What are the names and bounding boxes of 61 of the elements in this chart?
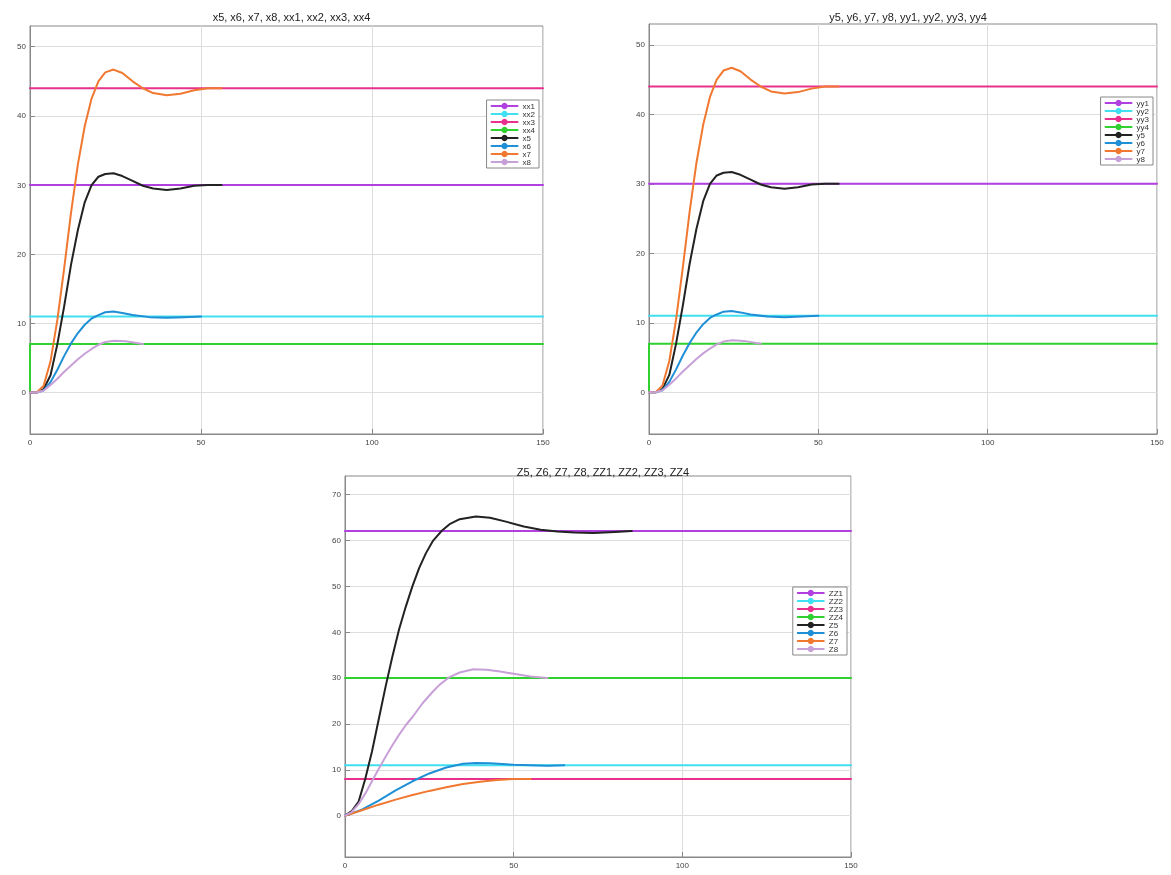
legend-label: x7 [522, 149, 532, 159]
line-series [344, 668, 549, 817]
legend-label: y7 [1136, 146, 1146, 156]
x-tick-label: 150 [1150, 437, 1165, 447]
y-tick-label: 0 [336, 811, 342, 821]
x-tick-label: 50 [196, 437, 206, 447]
chart-title: x5, x6, x7, x8, xx1, xx2, xx3, xx4 [212, 10, 371, 23]
y-tick-label: 50 [636, 40, 646, 50]
y-tick-label: 10 [332, 765, 342, 775]
legend-label: Z6 [828, 628, 839, 638]
legend-label: x8 [522, 157, 532, 167]
legend-label: yy4 [1136, 122, 1150, 132]
legend-label: Z7 [828, 636, 839, 646]
legend-label: y5 [1136, 130, 1146, 140]
y-tick-label: 40 [332, 627, 342, 637]
x-tick-label: 100 [980, 437, 995, 447]
legend-label: Z8 [828, 644, 839, 654]
x-tick-label: 100 [675, 860, 690, 870]
legend-label: ZZ3 [828, 604, 844, 614]
y-tick-label: 20 [636, 248, 646, 258]
x-tick-label: 150 [844, 860, 859, 870]
legend-label: xx2 [522, 109, 536, 119]
y-tick-label: 30 [636, 179, 646, 189]
legend-label: x5 [522, 133, 532, 143]
y-tick-label: 40 [636, 109, 646, 119]
y-tick-label: 10 [17, 318, 27, 328]
legend-label: y6 [1136, 138, 1146, 148]
y-tick-label: 70 [332, 489, 342, 499]
x-tick-label: 100 [365, 437, 380, 447]
y-tick-label: 50 [17, 42, 27, 52]
y-tick-label: 60 [332, 535, 342, 545]
y-tick-label: 20 [17, 249, 27, 259]
legend-label: xx1 [522, 101, 536, 111]
y-tick-label: 30 [332, 673, 342, 683]
line-series [648, 339, 762, 394]
chart-title: Z5, Z6, Z7, Z8, ZZ1, ZZ2, ZZ3, ZZ4 [516, 465, 690, 478]
y-tick-label: 10 [636, 318, 646, 328]
chart-title: y5, y6, y7, y8, yy1, yy2, yy3, yy4 [829, 10, 987, 23]
legend-label: Z5 [828, 620, 839, 630]
x-tick-label: 50 [813, 437, 824, 447]
legend-label: ZZ1 [828, 588, 844, 598]
legend-label: ZZ2 [828, 596, 844, 606]
y-tick-label: 0 [640, 387, 646, 397]
y-tick-label: 50 [332, 581, 342, 591]
legend-label: x6 [522, 141, 532, 151]
line-series [344, 777, 532, 817]
line-series [29, 339, 144, 394]
line-series [344, 515, 633, 817]
y-tick-label: 30 [17, 180, 27, 190]
x-tick-label: 50 [509, 860, 519, 870]
legend-label: yy1 [1136, 98, 1150, 108]
legend-label: xx4 [522, 125, 536, 135]
legend-label: yy2 [1136, 106, 1150, 116]
x-tick-label: 150 [536, 437, 551, 447]
legend-label: ZZ4 [828, 612, 844, 622]
legend-label: yy3 [1136, 114, 1150, 124]
legend-label: y8 [1136, 154, 1146, 164]
y-tick-label: 20 [332, 719, 342, 729]
y-tick-label: 40 [17, 111, 27, 121]
legend-label: xx3 [522, 117, 536, 127]
y-tick-label: 0 [21, 388, 27, 398]
